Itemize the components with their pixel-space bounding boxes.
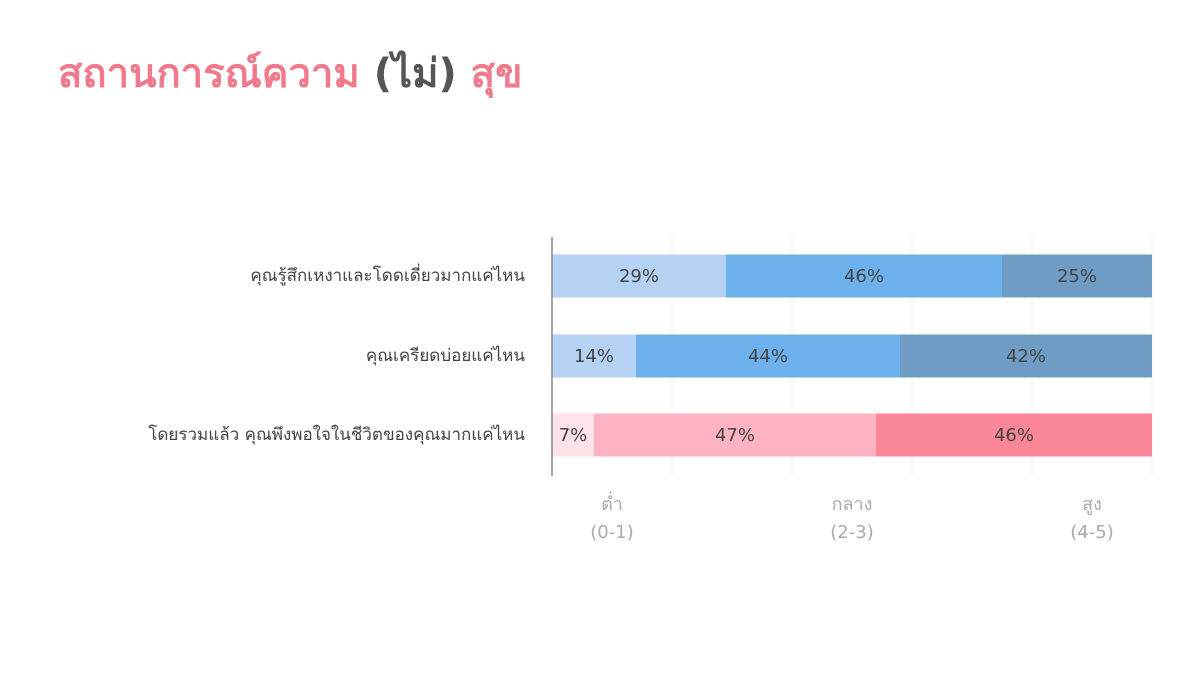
value-label: 25% — [1057, 266, 1097, 287]
bar-segment — [552, 334, 636, 378]
category-label: คุณเครียดบ่อยแค่ไหน — [366, 345, 526, 366]
bar-segment — [726, 254, 1002, 298]
x-tick-label: สูง (4-5) — [1070, 494, 1113, 543]
x-tick-label: กลาง (2-3) — [830, 494, 873, 543]
x-tick-label: ต่ำ (0-1) — [590, 491, 633, 543]
tick-line: สูง — [1082, 494, 1102, 515]
tick-line: (0-1) — [590, 522, 633, 543]
value-label: 46% — [994, 425, 1034, 446]
title-part: สุข — [457, 51, 523, 99]
value-label: 29% — [619, 266, 659, 287]
bar-segment — [1002, 254, 1152, 298]
bar-segment — [636, 334, 900, 378]
value-label: 44% — [748, 346, 788, 367]
value-label: 7% — [559, 425, 588, 446]
value-label: 14% — [574, 346, 614, 367]
bar-segment — [552, 413, 594, 457]
tick-line: ต่ำ — [601, 491, 623, 515]
value-label: 47% — [715, 425, 755, 446]
tick-line: กลาง — [832, 494, 873, 515]
title-part: (ไม่) — [374, 50, 457, 97]
value-label: 46% — [844, 266, 884, 287]
tick-line: (4-5) — [1070, 522, 1113, 543]
category-label: โดยรวมแล้ว คุณพึงพอใจในชีวิตของคุณมากแค่… — [148, 424, 525, 445]
bar-segment — [552, 254, 726, 298]
value-label: 42% — [1006, 346, 1046, 367]
bar-segment — [900, 334, 1152, 378]
tick-line: (2-3) — [830, 522, 873, 543]
title-part: สถานการณ์ความ — [58, 51, 374, 97]
bar-segment — [594, 413, 876, 457]
bar-segment — [876, 413, 1152, 457]
chart-title: สถานการณ์ความ (ไม่) สุข — [58, 50, 522, 99]
category-label: คุณรู้สึกเหงาและโดดเดี่ยวมากแค่ไหน — [250, 263, 525, 286]
